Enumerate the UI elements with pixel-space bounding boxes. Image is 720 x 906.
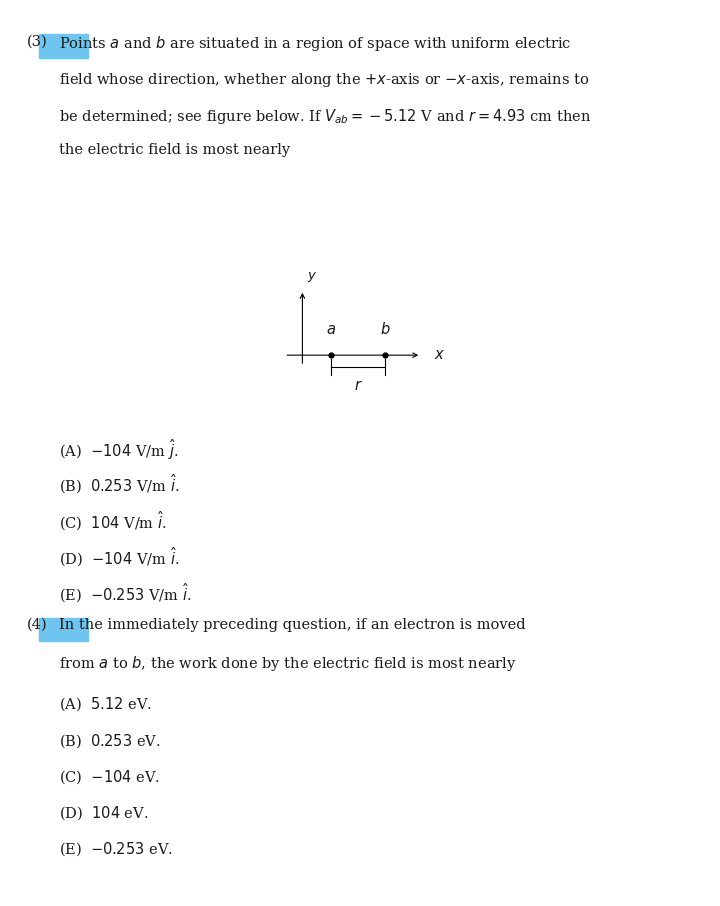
Text: be determined; see figure below. If $V_{ab} = -5.12$ V and $r = 4.93$ cm then: be determined; see figure below. If $V_{… [59,107,591,126]
Text: field whose direction, whether along the $+x$-axis or $-x$-axis, remains to: field whose direction, whether along the… [59,71,589,89]
Text: the electric field is most nearly: the electric field is most nearly [59,143,290,157]
Text: from $a$ to $b$, the work done by the electric field is most nearly: from $a$ to $b$, the work done by the el… [59,654,517,673]
Text: (E)  $-0.253$ eV.: (E) $-0.253$ eV. [59,841,173,859]
Text: $a$: $a$ [326,323,336,337]
Text: (C)  $104$ V/m $\hat{i}$.: (C) $104$ V/m $\hat{i}$. [59,509,167,533]
Text: In the immediately preceding question, if an electron is moved: In the immediately preceding question, i… [59,618,526,631]
Text: (A)  $-104$ V/m $\hat{j}$.: (A) $-104$ V/m $\hat{j}$. [59,437,179,461]
Text: (D)  $104$ eV.: (D) $104$ eV. [59,805,148,823]
FancyBboxPatch shape [39,618,88,641]
Text: (D)  $-104$ V/m $\hat{i}$.: (D) $-104$ V/m $\hat{i}$. [59,545,179,569]
Text: (4): (4) [27,618,48,631]
Text: $y$: $y$ [307,271,317,284]
Text: (A)  $5.12$ eV.: (A) $5.12$ eV. [59,696,152,714]
Text: $r$: $r$ [354,379,363,392]
Text: $b$: $b$ [380,321,390,337]
Text: (B)  $0.253$ eV.: (B) $0.253$ eV. [59,732,161,750]
Text: (B)  $0.253$ V/m $\hat{i}$.: (B) $0.253$ V/m $\hat{i}$. [59,473,179,496]
Text: (E)  $-0.253$ V/m $\hat{i}$.: (E) $-0.253$ V/m $\hat{i}$. [59,582,192,605]
Text: (3): (3) [27,34,48,48]
FancyBboxPatch shape [39,34,88,58]
Text: (C)  $-104$ eV.: (C) $-104$ eV. [59,768,161,786]
Text: $x$: $x$ [434,348,445,362]
Text: Points $a$ and $b$ are situated in a region of space with uniform electric: Points $a$ and $b$ are situated in a reg… [59,34,572,53]
